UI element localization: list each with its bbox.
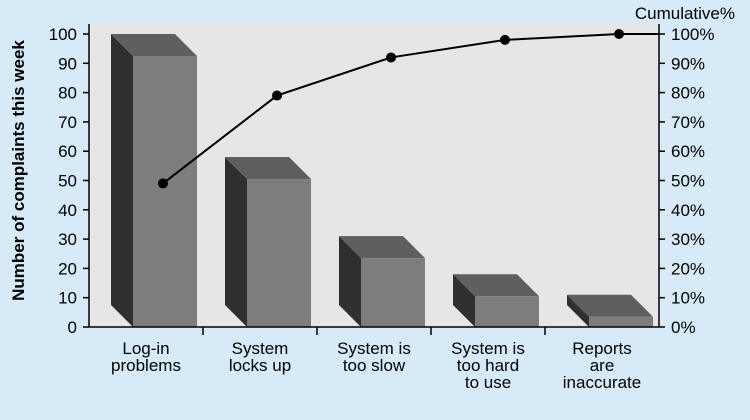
- x-tick-label: System locks up: [229, 339, 291, 375]
- bar-side-face: [453, 274, 475, 327]
- bar-front-face: [589, 316, 653, 327]
- bars-group: [111, 34, 653, 327]
- bar-top-face: [339, 236, 425, 259]
- bar-front-face: [133, 56, 197, 327]
- bar: [339, 236, 425, 327]
- cumulative-point: [158, 178, 168, 189]
- y-axis-title: Number of complaints this week: [9, 40, 28, 301]
- y-tick-label: 50: [58, 172, 77, 191]
- bar-front-face: [361, 258, 425, 327]
- y2-tick-label: 90%: [671, 54, 705, 73]
- x-tick-label-line: to use: [465, 373, 511, 392]
- bar-side-face: [111, 34, 133, 327]
- bar: [453, 274, 539, 327]
- y-tick-label: 60: [58, 142, 77, 161]
- bar-side-face: [339, 236, 361, 327]
- y2-tick-label: 10%: [671, 289, 705, 308]
- x-tick-label-line: problems: [111, 356, 181, 375]
- cumulative-line-group: [158, 29, 659, 189]
- x-tick-label-line: too slow: [343, 356, 406, 375]
- bar-side-face: [567, 294, 589, 327]
- x-tick-label-line: Log-in: [122, 339, 169, 358]
- x-tick-label: System is too hard to use: [451, 339, 525, 392]
- x-tick-label-line: locks up: [229, 356, 291, 375]
- cumulative-point: [500, 34, 510, 45]
- x-tick-label-line: System is: [337, 339, 411, 358]
- y2-tick-label: 70%: [671, 113, 705, 132]
- y2-tick-label: 0%: [671, 318, 696, 337]
- x-tick-label-line: System is: [451, 339, 525, 358]
- y-tick-label: 80: [58, 84, 77, 103]
- y-tick-label: 70: [58, 113, 77, 132]
- y-tick-label: 20: [58, 259, 77, 278]
- x-tick-label: Log-in problems: [111, 339, 181, 375]
- y2-tick-label: 100%: [671, 25, 714, 44]
- bar-top-face: [111, 34, 197, 56]
- y-tick-label: 30: [58, 230, 77, 249]
- x-tick-label-line: Reports: [572, 339, 632, 358]
- x-tick-label-line: too hard: [457, 356, 519, 375]
- bar-side-face: [225, 157, 247, 327]
- cumulative-point: [272, 90, 282, 101]
- y-tick-label: 100: [49, 25, 77, 44]
- bar-front-face: [247, 179, 311, 327]
- y2-axis-title: Cumulative%: [635, 4, 735, 23]
- y2-tick-label: 40%: [671, 201, 705, 220]
- y2-tick-label: 50%: [671, 172, 705, 191]
- cumulative-point: [386, 52, 396, 63]
- bar-front-face: [475, 296, 539, 327]
- ticks-group: 0 10 20 30 40 50 60 70 80 90 100 0% 10% 20% 30% 40% 50% 6…: [49, 25, 715, 392]
- y2-tick-label: 60%: [671, 142, 705, 161]
- x-tick-label: Reports are inaccurate: [563, 339, 641, 392]
- y-tick-label: 0: [68, 318, 77, 337]
- x-tick-label: System is too slow: [337, 339, 411, 375]
- y2-tick-label: 30%: [671, 230, 705, 249]
- x-tick-label-line: are: [590, 356, 615, 375]
- y2-tick-label: 80%: [671, 84, 705, 103]
- bar: [567, 294, 653, 327]
- x-tick-label-line: System: [232, 339, 289, 358]
- bar-top-face: [453, 274, 539, 297]
- bar-top-face: [567, 294, 653, 317]
- cumulative-point: [614, 29, 624, 39]
- bar: [225, 157, 311, 327]
- bar: [111, 34, 197, 327]
- y-tick-label: 40: [58, 201, 77, 220]
- y-tick-label: 90: [58, 54, 77, 73]
- y2-tick-label: 20%: [671, 259, 705, 278]
- bar-top-face: [225, 157, 311, 180]
- y-tick-label: 10: [58, 289, 77, 308]
- cumulative-line: [162, 33, 659, 185]
- x-tick-label-line: inaccurate: [563, 373, 641, 392]
